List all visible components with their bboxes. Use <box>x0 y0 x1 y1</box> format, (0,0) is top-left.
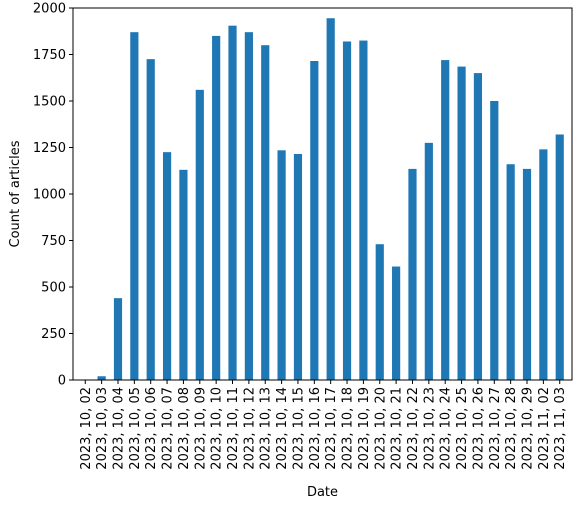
bar-2023-10-19 <box>359 40 368 381</box>
x-axis-title: Date <box>307 485 338 500</box>
x-tick-label: 2023, 10, 26 <box>471 387 486 470</box>
y-tick-label: 2000 <box>33 2 66 17</box>
x-tick-label: 2023, 11, 02 <box>537 387 552 470</box>
x-tick-label: 2023, 10, 06 <box>144 387 159 470</box>
x-tick-label: 2023, 10, 28 <box>504 387 519 470</box>
bar-2023-10-16 <box>310 61 319 380</box>
y-tick-label: 250 <box>41 327 66 342</box>
x-tick-label: 2023, 10, 08 <box>177 387 192 470</box>
bar-2023-10-18 <box>342 41 352 380</box>
x-tick-label: 2023, 11, 03 <box>553 387 568 470</box>
bar-2023-10-11 <box>228 25 237 380</box>
bar-2023-10-13 <box>261 45 270 380</box>
bar-2023-10-05 <box>130 32 139 381</box>
x-tick-label: 2023, 10, 17 <box>324 387 339 470</box>
bar-2023-10-28 <box>506 164 515 380</box>
x-tick-label: 2023, 10, 19 <box>357 387 372 470</box>
x-tick-label: 2023, 10, 16 <box>308 387 323 470</box>
y-tick-label: 1750 <box>33 48 66 63</box>
x-tick-label: 2023, 10, 27 <box>488 387 503 470</box>
x-tick-label: 2023, 10, 23 <box>422 387 437 470</box>
x-tick-label: 2023, 10, 13 <box>259 387 274 470</box>
x-tick-label: 2023, 10, 20 <box>373 387 388 470</box>
bar-2023-10-09 <box>195 89 204 380</box>
bar-2023-10-17 <box>326 18 335 380</box>
bar-2023-10-14 <box>277 150 286 380</box>
y-tick-label: 500 <box>41 281 66 296</box>
bar-2023-10-22 <box>408 168 417 380</box>
bar-2023-10-04 <box>113 298 123 380</box>
x-tick-label: 2023, 10, 18 <box>341 387 356 470</box>
y-axis-ticks: 0 250 500 750 1000 1250 1500 1750 2000 <box>33 2 73 389</box>
x-tick-label: 2023, 10, 05 <box>128 387 143 470</box>
x-tick-label: 2023, 10, 22 <box>406 387 421 470</box>
bar-2023-10-23 <box>424 142 433 380</box>
x-tick-label: 2023, 10, 07 <box>161 387 176 470</box>
x-tick-label: 2023, 10, 02 <box>79 387 94 470</box>
bar-2023-11-02 <box>539 149 548 380</box>
x-tick-label: 2023, 10, 03 <box>95 387 110 470</box>
bar-2023-10-06 <box>146 59 155 381</box>
bar-2023-10-27 <box>490 101 499 380</box>
bar-2023-10-03 <box>97 376 106 380</box>
bar-2023-11-03 <box>555 134 564 380</box>
bar-2023-10-21 <box>392 266 401 380</box>
x-tick-label: 2023, 10, 09 <box>193 387 208 470</box>
y-axis-title: Count of articles <box>8 140 23 247</box>
x-tick-label: 2023, 10, 12 <box>242 387 257 470</box>
bars-group <box>81 18 564 381</box>
x-tick-label: 2023, 10, 25 <box>455 387 470 470</box>
bar-2023-10-25 <box>457 66 466 380</box>
bar-2023-10-10 <box>212 35 221 381</box>
y-tick-label: 1250 <box>33 141 66 156</box>
x-tick-label: 2023, 10, 11 <box>226 387 241 470</box>
x-tick-label: 2023, 10, 14 <box>275 387 290 470</box>
bar-2023-10-15 <box>293 154 303 380</box>
bar-2023-10-26 <box>473 73 483 380</box>
bar-2023-10-20 <box>375 244 384 380</box>
y-tick-label: 1500 <box>33 95 66 110</box>
x-tick-label: 2023, 10, 24 <box>439 387 454 470</box>
x-tick-label: 2023, 10, 04 <box>111 387 126 470</box>
bar-2023-10-08 <box>179 169 188 380</box>
plot-frame <box>72 7 573 381</box>
y-tick-label: 0 <box>58 374 66 389</box>
bar-2023-10-24 <box>441 60 450 380</box>
y-tick-label: 1000 <box>33 188 66 203</box>
bar-2023-10-07 <box>162 152 172 380</box>
x-tick-label: 2023, 10, 15 <box>291 387 306 470</box>
x-tick-label: 2023, 10, 21 <box>390 387 405 470</box>
x-tick-label: 2023, 10, 10 <box>210 387 225 470</box>
x-axis-ticks: 2023, 10, 02 2023, 10, 03 2023, 10, 04 2023… <box>79 380 568 470</box>
bar-2023-10-29 <box>522 168 532 380</box>
x-tick-label: 2023, 10, 29 <box>521 387 536 470</box>
y-tick-label: 750 <box>41 234 66 249</box>
bar-2023-10-12 <box>244 32 253 381</box>
